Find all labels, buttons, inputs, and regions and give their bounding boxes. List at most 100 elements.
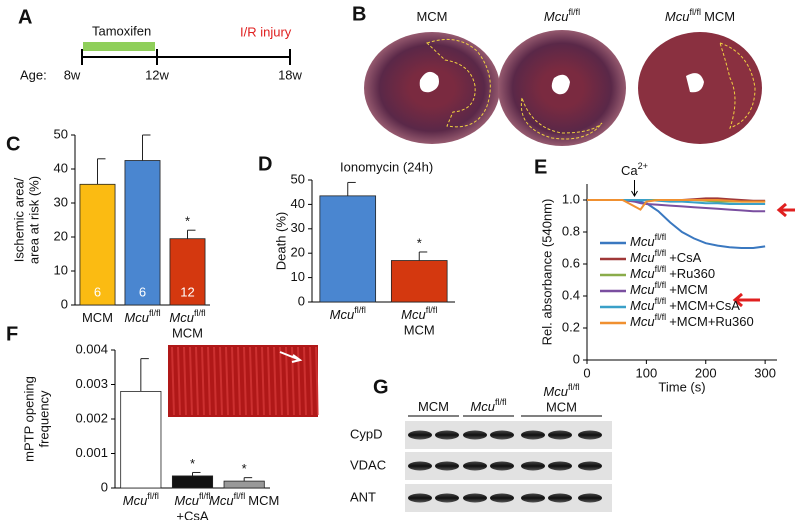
panel-label: B <box>352 3 366 25</box>
superscript: 2+ <box>638 161 648 171</box>
y-tick-label: 10 <box>291 269 305 284</box>
striation <box>213 346 217 416</box>
y-tick-label: 0 <box>573 351 580 366</box>
heart-image <box>364 32 500 144</box>
superscript: fl/fl <box>655 312 667 322</box>
event-label: I/R injury <box>240 24 292 39</box>
bar <box>223 480 265 489</box>
superscript: fl/fl <box>354 305 366 315</box>
label-text: Mcu <box>123 493 148 508</box>
y-tick-label: 40 <box>54 160 68 175</box>
bar <box>390 260 448 303</box>
x-tick-label: 0 <box>583 365 590 380</box>
band <box>490 493 514 503</box>
label: MCM <box>418 399 449 414</box>
label-text: +MCM <box>669 282 708 297</box>
y-tick-label: 40 <box>291 196 305 211</box>
y-axis-label: Rel. absorbance (540nm) <box>539 199 554 346</box>
row-label: CypD <box>350 426 383 441</box>
superscript: fl/fl <box>495 397 507 407</box>
striation <box>267 346 271 416</box>
label: Mcufl/fl <box>174 491 210 508</box>
label: Mcufl/fl <box>330 305 366 322</box>
label-text: Mcu <box>630 298 655 313</box>
y-tick-label: 0 <box>61 296 68 311</box>
bar <box>319 195 377 303</box>
label-line2: MCM <box>172 325 203 340</box>
y-tick-label: 0.001 <box>75 445 108 460</box>
significance: * <box>417 235 422 250</box>
label-text: Mcu <box>401 307 426 322</box>
label-text: Mcu <box>330 307 355 322</box>
line <box>587 199 766 211</box>
striation <box>309 346 313 416</box>
superscript: fl/fl <box>655 296 667 306</box>
label-text: MCM <box>248 493 279 508</box>
label-text: +CsA <box>669 250 701 265</box>
western-blot: CypD VDAC ANT <box>350 415 612 512</box>
label-text: Mcu <box>630 314 655 329</box>
band <box>435 493 459 503</box>
label-text: Mcu <box>174 493 199 508</box>
band <box>408 430 432 440</box>
y-tick-label: 30 <box>291 220 305 235</box>
striation <box>201 346 205 416</box>
superscript: fl/fl <box>655 232 667 242</box>
age: 12w <box>145 67 169 82</box>
panel-label: D <box>258 153 272 175</box>
panel-label: A <box>18 6 32 28</box>
band <box>521 493 545 503</box>
y-tick-label: 0.2 <box>562 319 580 334</box>
label-text: MCM <box>416 9 447 24</box>
label: Mcufl/fl <box>124 308 160 325</box>
n-label: 12 <box>180 284 194 299</box>
superscript: fl/fl <box>689 7 701 17</box>
highlight-arrow <box>732 292 760 308</box>
band <box>490 461 514 471</box>
bar <box>124 160 161 306</box>
striation <box>183 346 187 416</box>
label: Mcufl/fl <box>470 397 506 414</box>
superscript: fl/fl <box>234 491 246 501</box>
y-tick-label: 50 <box>54 126 68 141</box>
y-tick-label: 0 <box>298 293 305 308</box>
label-line2: MCM <box>546 399 577 414</box>
y-tick-label: 0.6 <box>562 255 580 270</box>
label: Mcufl/fl MCM <box>209 491 279 508</box>
y-axis-label: Ischemic area/ <box>11 177 26 262</box>
panel-label: F <box>6 323 18 345</box>
superscript: fl/fl <box>568 382 580 392</box>
panel-label: G <box>373 376 389 398</box>
label-text: MCM <box>418 399 449 414</box>
y-tick-label: 30 <box>54 194 68 209</box>
age: 18w <box>278 67 302 82</box>
label-text: Mcu <box>630 282 655 297</box>
y-axis-label: area at risk (%) <box>26 176 41 264</box>
band <box>548 430 572 440</box>
label: Mcufl/fl <box>123 491 159 508</box>
y-tick-label: 0.003 <box>75 376 108 391</box>
label-text: +MCM+Ru360 <box>669 314 754 329</box>
superscript: fl/fl <box>655 264 667 274</box>
y-axis-label: frequency <box>36 390 51 448</box>
label: MCM <box>416 9 447 24</box>
striations <box>171 346 319 416</box>
label-text: Mcu <box>209 493 234 508</box>
bar <box>120 390 162 489</box>
line <box>587 199 766 249</box>
striation <box>303 346 307 416</box>
highlight-arrow <box>776 202 795 218</box>
striation <box>249 346 253 416</box>
striation <box>225 346 229 416</box>
superscript: fl/fl <box>568 7 580 17</box>
label: Ca2+ <box>621 161 648 178</box>
y-tick-label: 1.0 <box>562 191 580 206</box>
age: 8w <box>64 67 81 82</box>
label: Mcufl/fl +MCM <box>630 280 708 297</box>
n-label: 6 <box>94 284 101 299</box>
bar <box>171 475 214 489</box>
band <box>463 493 487 503</box>
label-text: Mcu <box>124 310 149 325</box>
label: Mcufl/fl <box>169 308 205 325</box>
panel-label: E <box>534 156 547 178</box>
